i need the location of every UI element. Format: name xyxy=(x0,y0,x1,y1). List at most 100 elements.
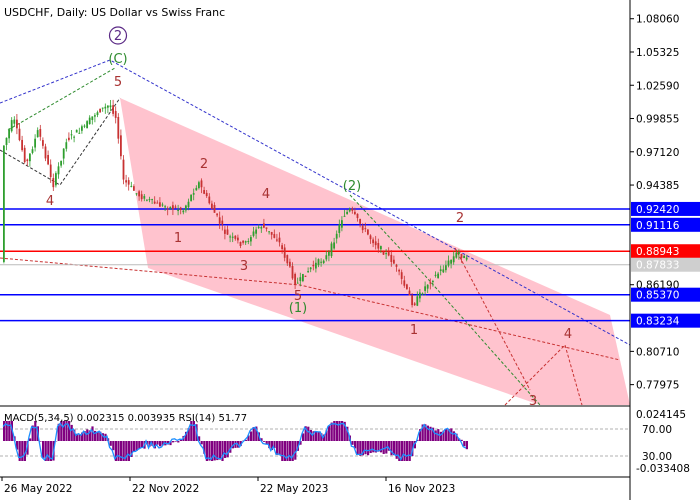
macd-bar xyxy=(141,441,143,448)
candle-body xyxy=(242,241,244,243)
candle-body xyxy=(232,237,234,238)
macd-bar xyxy=(453,431,455,441)
candle-body xyxy=(453,256,455,262)
candle-body xyxy=(419,293,421,299)
macd-bar xyxy=(34,421,36,441)
candle-body xyxy=(68,138,70,140)
candle-body xyxy=(318,259,320,265)
candle-body xyxy=(21,140,23,150)
candle-body xyxy=(47,155,49,164)
candle-body xyxy=(224,230,226,234)
macd-bar xyxy=(370,441,372,453)
candle-body xyxy=(133,186,135,191)
candle-body xyxy=(432,281,434,282)
price-tick-label: 0.99855 xyxy=(636,114,679,126)
candle-body xyxy=(416,296,418,305)
wave-label: 2 xyxy=(200,157,208,172)
macd-bar xyxy=(193,421,195,441)
price-tick-label: 1.02590 xyxy=(636,80,679,92)
candle-body xyxy=(401,272,403,279)
candle-body xyxy=(328,252,330,256)
candle-body xyxy=(429,282,431,283)
candle-body xyxy=(422,293,424,294)
macd-bar xyxy=(219,441,221,460)
candle-body xyxy=(6,138,8,145)
candle-body xyxy=(245,241,247,242)
candle-body xyxy=(188,202,190,207)
candle-body xyxy=(102,108,104,109)
candle-body xyxy=(26,159,28,161)
price-tick-label: 1.05325 xyxy=(636,47,679,59)
candle-body xyxy=(385,253,387,254)
macd-bar xyxy=(71,425,73,441)
macd-bar xyxy=(19,441,21,461)
candle-body xyxy=(359,219,361,224)
candle-body xyxy=(182,211,184,213)
candle-body xyxy=(206,193,208,196)
candle-body xyxy=(336,234,338,239)
wave-label: (C) xyxy=(108,52,127,67)
macd-bar xyxy=(8,421,10,441)
macd-bar xyxy=(159,441,161,446)
macd-bar xyxy=(110,441,112,446)
candle-body xyxy=(81,126,83,130)
macd-bar xyxy=(463,441,465,446)
macd-bar xyxy=(91,426,93,441)
candle-body xyxy=(411,295,413,305)
candle-body xyxy=(58,166,60,174)
candle-body xyxy=(383,252,385,255)
candle-body xyxy=(364,228,366,229)
macd-bar xyxy=(406,441,408,461)
candle-body xyxy=(34,139,36,148)
candle-body xyxy=(154,202,156,204)
candle-body xyxy=(320,262,322,263)
candle-body xyxy=(312,265,314,266)
candle-body xyxy=(338,224,340,233)
candle-body xyxy=(281,245,283,249)
candle-body xyxy=(169,207,171,209)
candle-body xyxy=(315,263,317,269)
candle-body xyxy=(450,260,452,264)
candle-body xyxy=(63,149,65,159)
macd-bar xyxy=(253,427,255,441)
candle-body xyxy=(227,229,229,234)
level-tag-label: 0.83234 xyxy=(636,316,680,328)
macd-bar xyxy=(128,441,130,461)
candle-body xyxy=(263,223,265,227)
candle-body xyxy=(284,248,286,258)
level-tag-label: 0.91116 xyxy=(636,220,680,232)
candle-body xyxy=(60,161,62,166)
candle-body xyxy=(390,255,392,262)
candle-body xyxy=(237,238,239,241)
macd-bar xyxy=(250,431,252,441)
wave-label: 3 xyxy=(529,394,537,409)
candle-body xyxy=(240,242,242,246)
candle-body xyxy=(86,121,88,128)
candle-body xyxy=(89,118,91,124)
wave-label: 3 xyxy=(240,259,248,274)
level-tag-label: 0.88943 xyxy=(636,246,679,258)
macd-bar xyxy=(21,441,23,461)
indicator-label: MACD(5,34,5) 0.002315 0.003935 RSI(14) 5… xyxy=(4,413,247,424)
wave-label: 5 xyxy=(114,75,122,90)
candle-body xyxy=(461,254,463,258)
macd-bar xyxy=(263,441,265,442)
candle-body xyxy=(323,261,325,263)
candle-body xyxy=(349,209,351,212)
candle-body xyxy=(268,231,270,232)
wave-label: 1 xyxy=(410,323,418,338)
candle-body xyxy=(45,146,47,158)
candle-body xyxy=(180,208,182,210)
macd-tick-label: -0.033408 xyxy=(636,463,690,475)
candle-body xyxy=(123,160,125,180)
candle-body xyxy=(403,280,405,285)
price-tick-label: 0.77975 xyxy=(636,380,679,392)
candle-body xyxy=(286,255,288,263)
wave-label: 4 xyxy=(564,327,572,342)
candle-body xyxy=(24,148,26,162)
candle-body xyxy=(458,252,460,254)
candle-body xyxy=(110,105,112,107)
candle-body xyxy=(325,255,327,259)
candle-body xyxy=(219,217,221,223)
